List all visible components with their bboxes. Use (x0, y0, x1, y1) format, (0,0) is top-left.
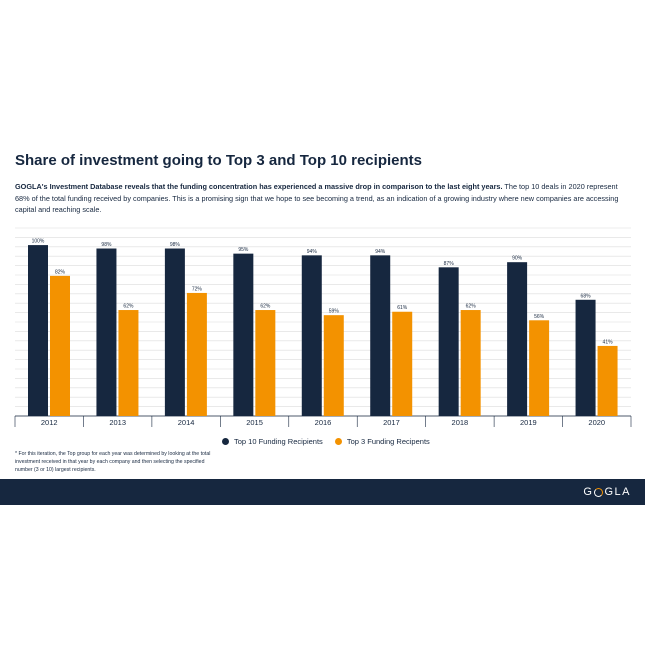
legend-dot-top3 (334, 438, 342, 445)
data-label-top3: 59% (329, 309, 340, 315)
data-label-top3: 56% (534, 314, 545, 320)
footnote: * For this iteration, the Top group for … (15, 451, 211, 473)
bar-top3 (597, 345, 618, 416)
footer-bar: G GLA (0, 479, 645, 505)
bar-top10 (28, 245, 48, 416)
legend-item-top10: Top 10 Funding Recipients (222, 437, 323, 446)
x-tick-label: 2019 (520, 418, 537, 427)
bar-top3 (392, 311, 413, 416)
data-label-top3: 62% (466, 304, 477, 310)
bar-top3 (186, 292, 207, 416)
x-tick-label: 2015 (246, 418, 263, 427)
bar-top3 (50, 275, 70, 416)
data-label-top10: 94% (375, 249, 386, 255)
intro-text: The top 10 deals in 2020 represent 68% o… (15, 182, 619, 214)
bar-top10 (164, 248, 185, 416)
legend-dot-top10 (222, 438, 229, 445)
x-tick-label: 2018 (452, 418, 469, 427)
bar-top10 (507, 262, 528, 416)
data-label-top10: 90% (512, 256, 523, 262)
bar-top10 (233, 253, 254, 416)
bar-top3 (118, 310, 139, 416)
data-label-top3: 62% (123, 304, 134, 310)
data-label-top3: 72% (192, 286, 203, 292)
bar-top10 (575, 299, 596, 416)
data-label-top3: 41% (603, 339, 614, 345)
data-label-top10: 95% (238, 247, 249, 253)
legend-label-top3: Top 3 Funding Recipents (346, 437, 430, 446)
data-label-top3: 61% (397, 305, 408, 311)
bar-top10 (370, 255, 391, 416)
legend-label-top10: Top 10 Funding Recipients (234, 437, 323, 446)
intro-bold-text: GOGLA's Investment Database reveals that… (15, 182, 503, 191)
data-label-top3: 62% (260, 304, 271, 310)
gogla-logo: G GLA (583, 486, 631, 498)
bar-top3 (460, 310, 481, 416)
bar-chart: 100% 82% 2012 98% 62% 2013 98% 72% 2014 95% 62% 201… (14, 227, 632, 427)
x-tick-label: 2012 (41, 418, 58, 427)
data-label-top10: 100% (32, 239, 45, 245)
data-label-top10: 98% (101, 242, 112, 248)
logo-text-left: G (583, 486, 594, 498)
x-tick-label: 2016 (315, 418, 332, 427)
data-label-top10: 94% (307, 249, 318, 255)
x-tick-label: 2020 (588, 418, 605, 427)
data-label-top10: 98% (170, 242, 181, 248)
data-label-top10: 68% (581, 293, 592, 299)
bar-top3 (529, 320, 550, 416)
bar-top10 (96, 248, 117, 416)
x-tick-label: 2017 (383, 418, 400, 427)
bar-top10 (438, 267, 459, 416)
chart-legend: Top 10 Funding Recipients Top 3 Funding … (222, 437, 442, 446)
bar-top3 (323, 315, 344, 416)
x-tick-label: 2014 (178, 418, 195, 427)
page-title: Share of investment going to Top 3 and T… (15, 152, 422, 169)
data-label-top3: 82% (55, 269, 66, 275)
x-tick-label: 2013 (109, 418, 126, 427)
logo-text-right: GLA (604, 486, 631, 498)
legend-item-top3: Top 3 Funding Recipents (334, 437, 430, 446)
bar-top10 (301, 255, 322, 416)
bar-top3 (255, 310, 276, 416)
data-label-top10: 87% (444, 261, 455, 267)
intro-paragraph: GOGLA's Investment Database reveals that… (15, 181, 633, 216)
logo-o-icon (594, 487, 604, 497)
